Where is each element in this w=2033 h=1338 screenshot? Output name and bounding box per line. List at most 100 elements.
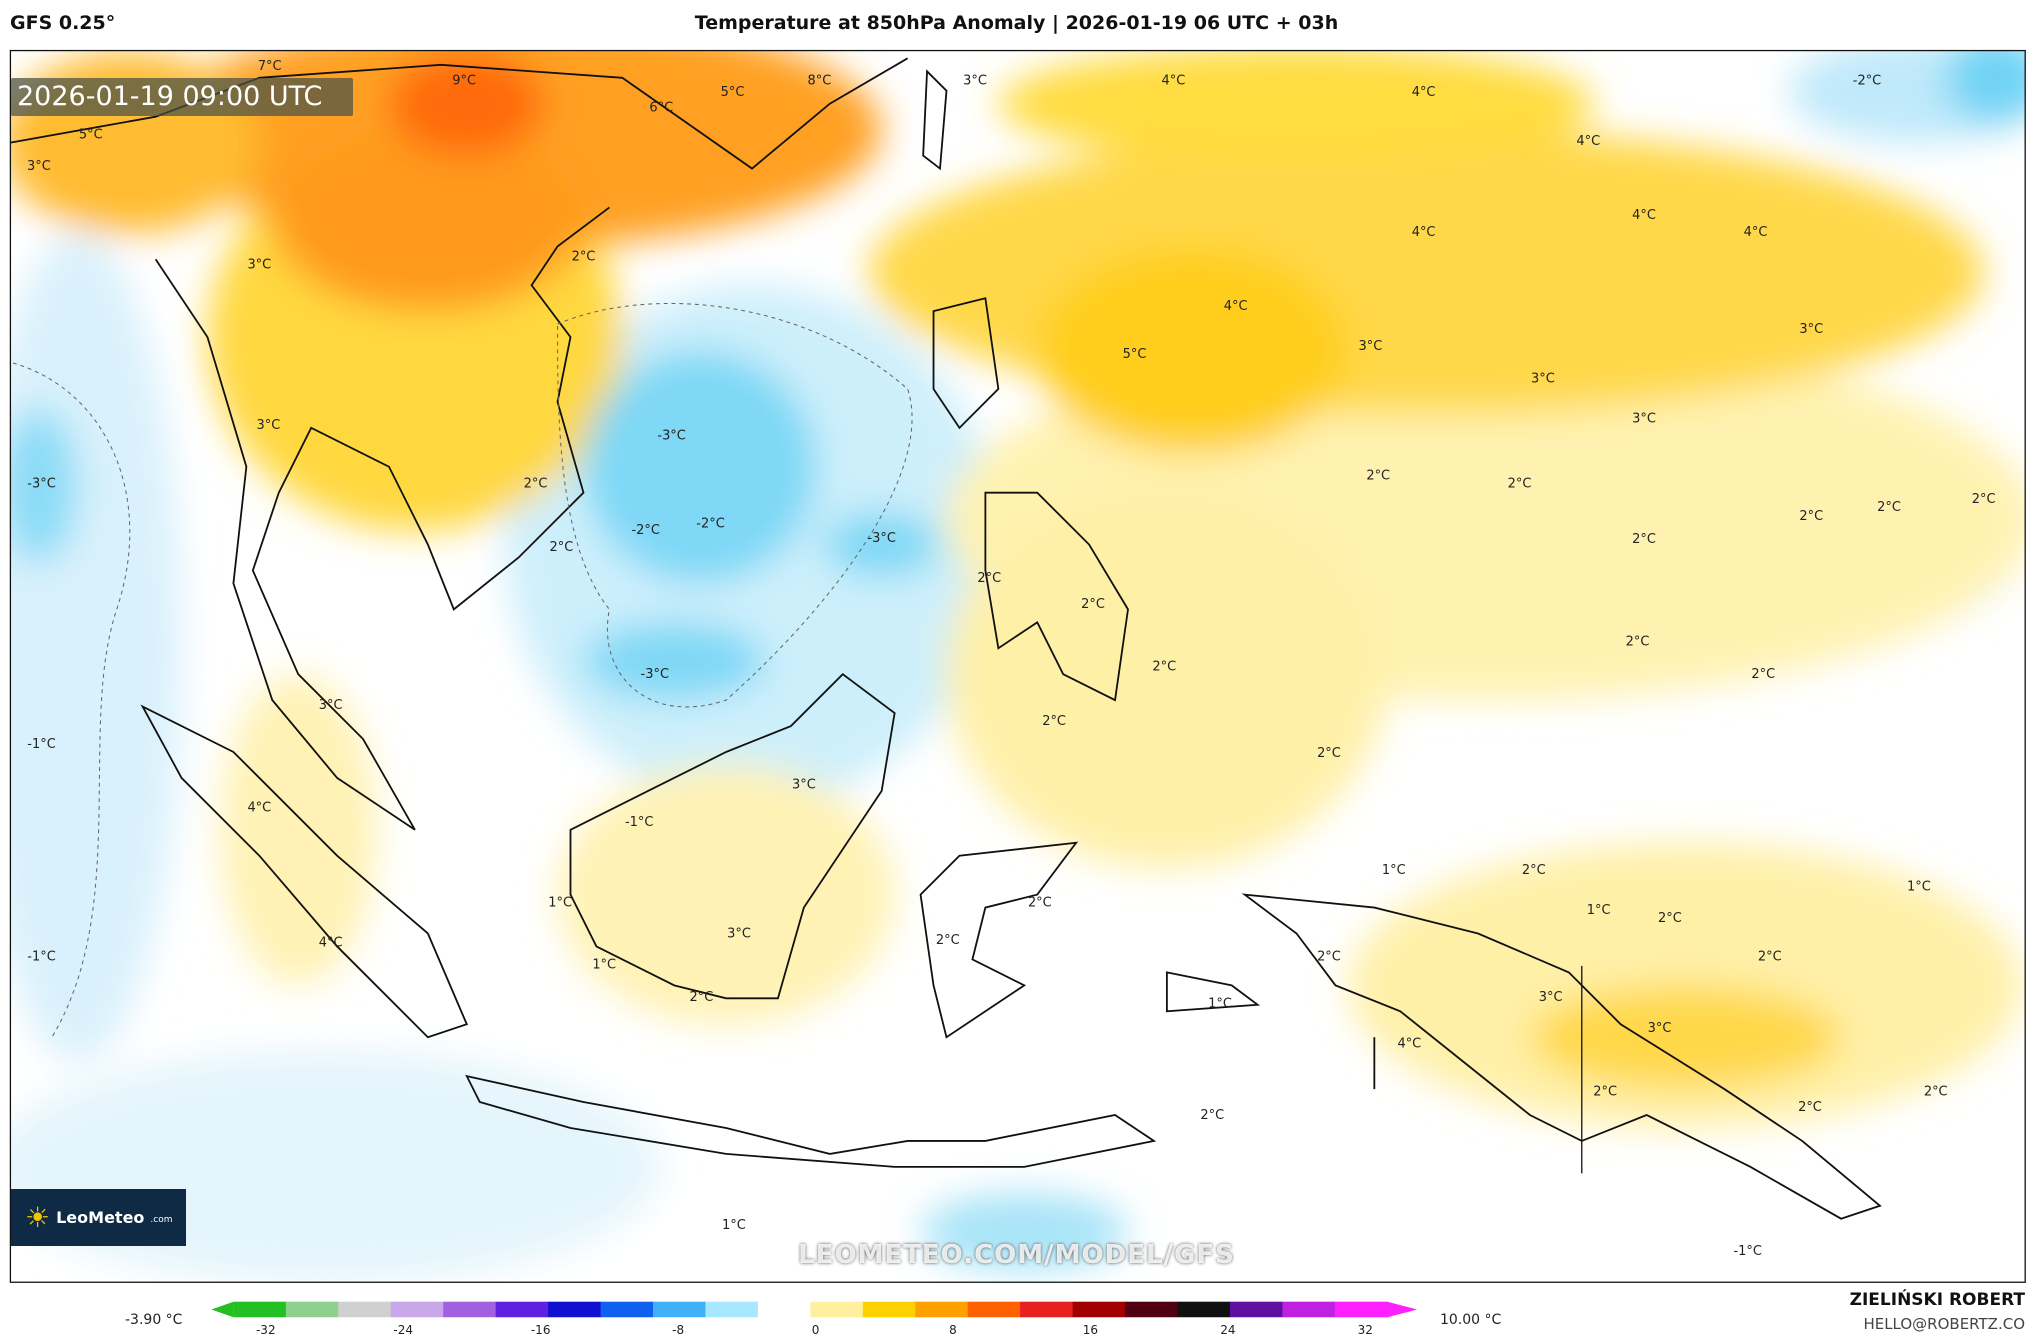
colorbar [211, 1301, 1418, 1318]
colorbar-min-label: -3.90 °C [125, 1312, 183, 1328]
contour-label: 4°C [319, 935, 343, 950]
contour-label: 2°C [572, 250, 596, 265]
colorbar-tick-label: 0 [811, 1323, 820, 1337]
colorbar-segment [443, 1301, 497, 1318]
contour-label: 6°C [649, 101, 673, 116]
contour-labels: 9°C 6°C 5°C 8°C 3°C 4°C 4°C -2°C 4°C 5°C 3°C 7°C 2°C… [27, 59, 1996, 1259]
contour-label: 2°C [1081, 597, 1105, 612]
model-name: GFS 0.25° [10, 12, 116, 34]
contour-label: 3°C [247, 257, 271, 272]
contour-label: 3°C [1359, 339, 1383, 354]
contour-label: 2°C [1042, 714, 1066, 729]
contour-label: 7°C [258, 59, 282, 74]
colorbar-tick-label: -16 [530, 1323, 551, 1337]
contour-label: 2°C [1317, 746, 1341, 761]
colorbar-segment [285, 1301, 339, 1318]
contour-label: 5°C [721, 85, 745, 100]
colorbar-segment [967, 1301, 1021, 1318]
contour-lines [12, 302, 913, 1038]
contour-label: -1°C [1734, 1244, 1762, 1259]
author-email: HELLO@ROBERTZ.CO [1863, 1315, 2025, 1333]
contour-label: -1°C [27, 737, 55, 752]
contour-label: 1°C [548, 895, 572, 910]
colorbar-segment [390, 1301, 444, 1318]
colorbar-max-label: 10.00 °C [1440, 1312, 1502, 1328]
contour-label: 2°C [1028, 895, 1052, 910]
contour-label: 3°C [792, 777, 816, 792]
contour-label: 2°C [1508, 476, 1532, 491]
colorbar-tick-label: 24 [1220, 1323, 1236, 1337]
colorbar-tick-label: 16 [1082, 1323, 1099, 1337]
colorbar-segment [757, 1301, 812, 1318]
colorbar-segment [653, 1301, 707, 1318]
contour-label: 3°C [1799, 322, 1823, 337]
contour-label: -3°C [27, 476, 55, 491]
contour-label: -3°C [657, 429, 685, 444]
contour-label: 2°C [1632, 532, 1656, 547]
colorbar-segment [915, 1301, 969, 1318]
logo-domain: .com [150, 1215, 173, 1225]
contour-label: 2°C [1758, 950, 1782, 965]
colorbar-segment [1072, 1301, 1126, 1318]
contour-label: 5°C [1123, 347, 1147, 362]
contour-label: 2°C [1366, 469, 1390, 484]
colorbar-segment [1334, 1301, 1388, 1318]
contour-label: -1°C [27, 950, 55, 965]
contour-label: -2°C [631, 523, 659, 538]
contour-label: -2°C [1853, 73, 1881, 88]
contour-label: 4°C [1632, 208, 1656, 223]
contour-label: 4°C [247, 801, 271, 816]
colorbar-tick-label: -8 [672, 1323, 685, 1337]
contour-label: 4°C [1161, 73, 1185, 88]
contour-label: 2°C [1877, 500, 1901, 515]
contour-label: 1°C [1587, 903, 1611, 918]
contour-label: 4°C [1744, 225, 1768, 240]
colorbar-segment [1177, 1301, 1231, 1318]
contour-label: 2°C [524, 476, 548, 491]
map-title: Temperature at 850hPa Anomaly | 2026-01-… [694, 12, 1339, 34]
colorbar-tick-label: -24 [393, 1323, 414, 1337]
colorbar-segment [1229, 1301, 1284, 1318]
contour-label: 5°C [79, 128, 103, 143]
contour-label: 2°C [1798, 1100, 1822, 1115]
colorbar-tick-label: -32 [255, 1323, 276, 1337]
contour-label: 3°C [963, 73, 987, 88]
contour-label: 2°C [1626, 635, 1650, 650]
colorbar-segment [548, 1301, 602, 1318]
contour-label: 2°C [1152, 659, 1176, 674]
contour-label: 2°C [936, 933, 960, 948]
contour-label: 2°C [977, 571, 1001, 586]
map-frame [9, 49, 2026, 1283]
logo-name: LeoMeteo [56, 1208, 145, 1227]
colorbar-segment [600, 1301, 654, 1318]
contour-label: 2°C [1924, 1085, 1948, 1100]
contour-label: 2°C [1200, 1108, 1224, 1123]
contour-label: 2°C [1317, 950, 1341, 965]
colorbar-segment [705, 1301, 759, 1318]
contour-label: 3°C [1632, 412, 1656, 427]
colorbar-tick-label: 8 [949, 1323, 957, 1337]
colorbar-segment [338, 1301, 392, 1318]
sun-icon: ☀ [25, 1201, 51, 1234]
contour-label: 3°C [1648, 1021, 1672, 1036]
contour-label: 4°C [1576, 134, 1600, 149]
contour-label: -1°C [625, 815, 653, 830]
contour-label: 3°C [1531, 371, 1555, 386]
leometeo-logo: ☀ LeoMeteo .com [11, 1189, 186, 1246]
contour-label: 2°C [550, 540, 574, 555]
contour-label: 8°C [808, 73, 832, 88]
contour-label: 1°C [592, 957, 616, 972]
contour-label: 4°C [1224, 299, 1248, 314]
coastlines [10, 57, 1882, 1220]
contour-label: 9°C [452, 73, 476, 88]
colorbar-segment [495, 1301, 549, 1318]
contour-label: 4°C [1397, 1037, 1421, 1052]
contour-label: 2°C [1522, 863, 1546, 878]
contour-label: 2°C [1799, 509, 1823, 524]
contour-label: 2°C [1658, 911, 1682, 926]
contour-label: 2°C [1593, 1085, 1617, 1100]
colorbar-max-arrow [1387, 1301, 1418, 1318]
contour-label: 3°C [257, 418, 281, 433]
